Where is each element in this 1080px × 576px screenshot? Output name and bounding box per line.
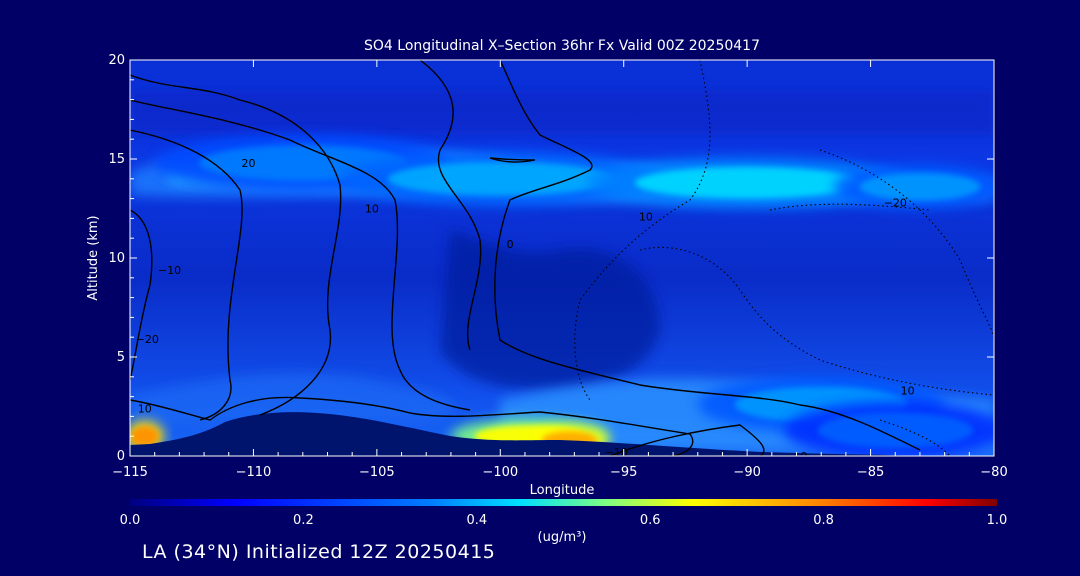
contour-line [130, 129, 243, 421]
contour-line [489, 157, 536, 163]
contour-label: −20 [136, 333, 159, 346]
y-axis-label: Altitude (km) [86, 215, 101, 300]
contour-label: 10 [901, 385, 915, 398]
chart-title: SO4 Longitudinal X–Section 36hr Fx Valid… [364, 38, 760, 54]
colorbar-tick-label: 1.0 [987, 513, 1008, 528]
y-tick-label: 5 [117, 350, 125, 365]
contour-line [494, 60, 921, 451]
contour-label: 0 [507, 238, 514, 251]
contour-lines [130, 60, 921, 456]
colorbar [130, 499, 997, 506]
contour-label: 10 [365, 203, 379, 216]
colorbar-tick-label: 0.8 [813, 513, 834, 528]
x-tick-label: −105 [359, 465, 395, 480]
colorbar-tick-label: 0.4 [466, 513, 487, 528]
contour-line [130, 99, 471, 411]
x-tick-label: −90 [733, 465, 760, 480]
upper-dark-band [130, 90, 994, 135]
dotted-contour-line [574, 60, 711, 401]
contour-label: −10 [158, 264, 181, 277]
y-tick-label: 0 [117, 449, 125, 464]
contour-label: −20 [884, 197, 907, 210]
dotted-contour-line [639, 246, 994, 396]
y-tick-label: 15 [108, 152, 125, 167]
init-info-footer: LA (34°N) Initialized 12Z 20250415 [142, 541, 496, 563]
dotted-contour-line [879, 419, 951, 456]
terrain [130, 412, 994, 456]
x-tick-label: −95 [610, 465, 637, 480]
colorbar-tick-label: 0.2 [293, 513, 314, 528]
y-tick-label: 20 [108, 53, 125, 68]
x-axis: −115 −110 −105 −100 −95 −90 −85 −80 [112, 60, 1008, 480]
concentration-layer [130, 134, 994, 456]
contour-line [130, 74, 342, 416]
colorbar-unit-label: (ug/m³) [538, 530, 587, 545]
dotted-contours [574, 60, 994, 456]
contour-line [609, 424, 765, 456]
concentration-core [130, 426, 159, 447]
colorbar-tick-label: 0.0 [120, 513, 141, 528]
colorbar-ticks: 0.0 0.2 0.4 0.6 0.8 1.0 [120, 513, 1008, 528]
concentration-core [859, 172, 981, 201]
x-tick-label: −110 [236, 465, 272, 480]
contour-label: 0 [800, 450, 807, 463]
plot-area: 20 10 0 −10 −20 10 −10 10 −20 10 0 [130, 60, 994, 463]
contour-label: −10 [605, 446, 628, 459]
contour-label-layer: 20 10 0 −10 −20 10 −10 10 −20 10 0 [136, 157, 915, 463]
contour-label: 10 [639, 210, 653, 223]
contour-line [419, 60, 482, 351]
y-tick-label: 10 [108, 251, 125, 266]
x-tick-label: −80 [980, 465, 1007, 480]
concentration-core [634, 166, 860, 199]
y-axis: 0 5 10 15 20 [108, 53, 994, 464]
x-tick-label: −85 [857, 465, 884, 480]
x-axis-label: Longitude [530, 483, 595, 498]
colorbar-tick-label: 0.6 [640, 513, 661, 528]
x-tick-label: −100 [482, 465, 518, 480]
contour-label: 10 [138, 402, 152, 415]
concentration-core [817, 412, 974, 449]
contour-line [130, 396, 694, 456]
x-tick-label: −115 [112, 465, 148, 480]
concentration-core [387, 161, 613, 196]
contour-label: 20 [241, 157, 255, 170]
